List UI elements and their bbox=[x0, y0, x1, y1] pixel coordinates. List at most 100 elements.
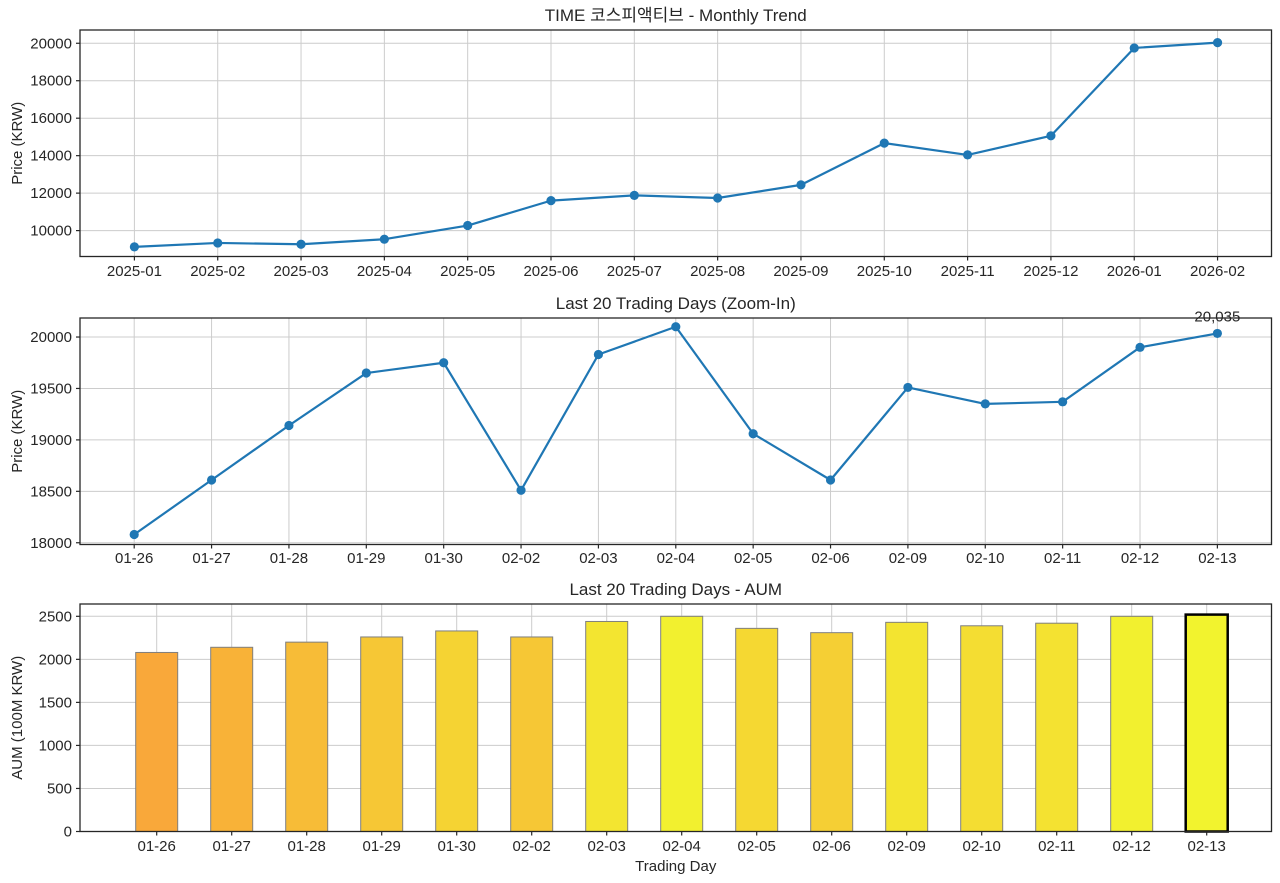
axes: 18000 18500 19000 19500 20000 01-26 01-27 01-28… bbox=[30, 329, 1236, 567]
axes: 10000 12000 14000 16000 18000 20000 2025-01 202… bbox=[30, 35, 1245, 280]
grid bbox=[80, 318, 1272, 545]
monthly-trend-chart: 10000 12000 14000 16000 18000 20000 2025-01 202… bbox=[9, 6, 1273, 280]
y-tick-label: 18000 bbox=[30, 535, 72, 552]
data-point bbox=[980, 399, 990, 409]
data-point bbox=[903, 382, 913, 393]
aum-chart: 0 500 1000 1500 2000 2500 01-26 01-27 01-28 01-29… bbox=[9, 580, 1273, 875]
x-tick-label: 01-26 bbox=[115, 550, 153, 567]
bar bbox=[660, 615, 704, 832]
data-point bbox=[1129, 43, 1139, 53]
y-tick-label: 20000 bbox=[30, 35, 72, 52]
x-tick-label: 01-28 bbox=[270, 550, 308, 567]
bar bbox=[510, 636, 554, 833]
x-tick-label: 2025-09 bbox=[773, 263, 828, 280]
x-tick-label: 2025-02 bbox=[190, 263, 245, 280]
x-tick-label: 2025-11 bbox=[941, 263, 995, 280]
x-tick-label: 02-10 bbox=[963, 838, 1001, 855]
data-point bbox=[546, 196, 556, 206]
bars bbox=[135, 613, 1229, 833]
data-point bbox=[129, 242, 139, 252]
y-tick-label: 20000 bbox=[30, 329, 72, 346]
x-tick-label: 01-27 bbox=[213, 838, 251, 855]
y-tick-label: 1000 bbox=[39, 737, 72, 754]
markers bbox=[129, 322, 1222, 540]
bar bbox=[435, 630, 479, 832]
x-tick-label: 02-04 bbox=[663, 838, 701, 855]
y-tick-label: 14000 bbox=[30, 148, 72, 165]
plot-border bbox=[79, 29, 1273, 258]
x-axis-label: Trading Day bbox=[635, 858, 717, 875]
x-tick-label: 02-12 bbox=[1113, 838, 1151, 855]
x-tick-label: 02-13 bbox=[1198, 550, 1236, 567]
data-point bbox=[463, 220, 473, 231]
x-tick-label: 2025-10 bbox=[857, 263, 912, 280]
bar bbox=[885, 621, 929, 833]
x-tick-label: 01-27 bbox=[192, 550, 230, 567]
data-point bbox=[379, 234, 389, 244]
x-tick-label: 02-02 bbox=[502, 550, 540, 567]
y-tick-label: 1500 bbox=[39, 694, 72, 711]
chart-title: Last 20 Trading Days - AUM bbox=[569, 580, 782, 599]
y-tick-label: 2000 bbox=[39, 651, 72, 668]
x-tick-label: 2025-08 bbox=[690, 263, 745, 280]
data-point bbox=[593, 349, 604, 360]
x-tick-label: 2025-06 bbox=[523, 263, 578, 280]
x-tick-label: 02-12 bbox=[1121, 550, 1159, 567]
data-point bbox=[213, 238, 223, 248]
data-point bbox=[1135, 342, 1145, 352]
data-point bbox=[748, 429, 758, 439]
grid bbox=[80, 30, 1272, 257]
plot-border bbox=[79, 603, 1273, 833]
data-point bbox=[439, 358, 449, 368]
data-point bbox=[516, 485, 526, 495]
x-tick-label: 02-09 bbox=[888, 838, 926, 855]
data-point bbox=[963, 150, 973, 160]
data-point bbox=[629, 190, 639, 200]
bar bbox=[285, 641, 329, 832]
y-tick-label: 0 bbox=[64, 824, 72, 841]
x-tick-label: 2025-07 bbox=[607, 263, 662, 280]
y-tick-label: 16000 bbox=[30, 110, 72, 127]
bar bbox=[1035, 622, 1079, 833]
markers bbox=[129, 38, 1223, 252]
y-tick-label: 18500 bbox=[30, 483, 72, 500]
zoom-in-chart: 20,035 18000 18500 19000 19500 20000 01-26 01-2… bbox=[9, 294, 1273, 567]
chart-title: TIME 코스피액티브 - Monthly Trend bbox=[545, 6, 807, 25]
axes: 0 500 1000 1500 2000 2500 01-26 01-27 01-28 01-29… bbox=[39, 608, 1226, 855]
data-point bbox=[284, 420, 294, 431]
x-tick-label: 01-26 bbox=[138, 838, 176, 855]
x-tick-label: 02-02 bbox=[513, 838, 551, 855]
x-tick-label: 02-09 bbox=[889, 550, 927, 567]
chart-title: Last 20 Trading Days (Zoom-In) bbox=[556, 294, 796, 313]
y-tick-label: 2500 bbox=[39, 608, 72, 625]
x-tick-label: 01-28 bbox=[288, 838, 326, 855]
data-point bbox=[1046, 131, 1056, 141]
x-tick-label: 02-06 bbox=[811, 550, 849, 567]
last-price-annotation: 20,035 bbox=[1194, 308, 1240, 325]
bar bbox=[960, 625, 1004, 832]
x-tick-label: 02-11 bbox=[1038, 838, 1075, 855]
data-point bbox=[671, 322, 681, 332]
price-line bbox=[134, 41, 1218, 248]
bar bbox=[810, 632, 854, 832]
x-tick-label: 02-03 bbox=[579, 550, 617, 567]
data-point bbox=[206, 475, 217, 485]
bar bbox=[210, 646, 254, 832]
bar bbox=[585, 620, 629, 832]
y-axis-label: Price (KRW) bbox=[9, 390, 26, 473]
x-tick-label: 2025-01 bbox=[107, 263, 162, 280]
y-tick-label: 18000 bbox=[30, 73, 72, 90]
data-point bbox=[1212, 328, 1222, 339]
x-tick-label: 01-30 bbox=[438, 838, 476, 855]
data-point bbox=[129, 529, 139, 540]
x-tick-label: 2025-12 bbox=[1023, 263, 1078, 280]
x-tick-label: 02-03 bbox=[588, 838, 626, 855]
x-tick-label: 2026-02 bbox=[1190, 263, 1245, 280]
x-tick-label: 02-10 bbox=[966, 550, 1004, 567]
x-tick-label: 01-30 bbox=[424, 550, 462, 567]
bar bbox=[735, 627, 779, 832]
y-tick-label: 500 bbox=[47, 780, 72, 797]
x-tick-label: 2026-01 bbox=[1107, 263, 1162, 280]
x-tick-label: 2025-03 bbox=[274, 263, 329, 280]
